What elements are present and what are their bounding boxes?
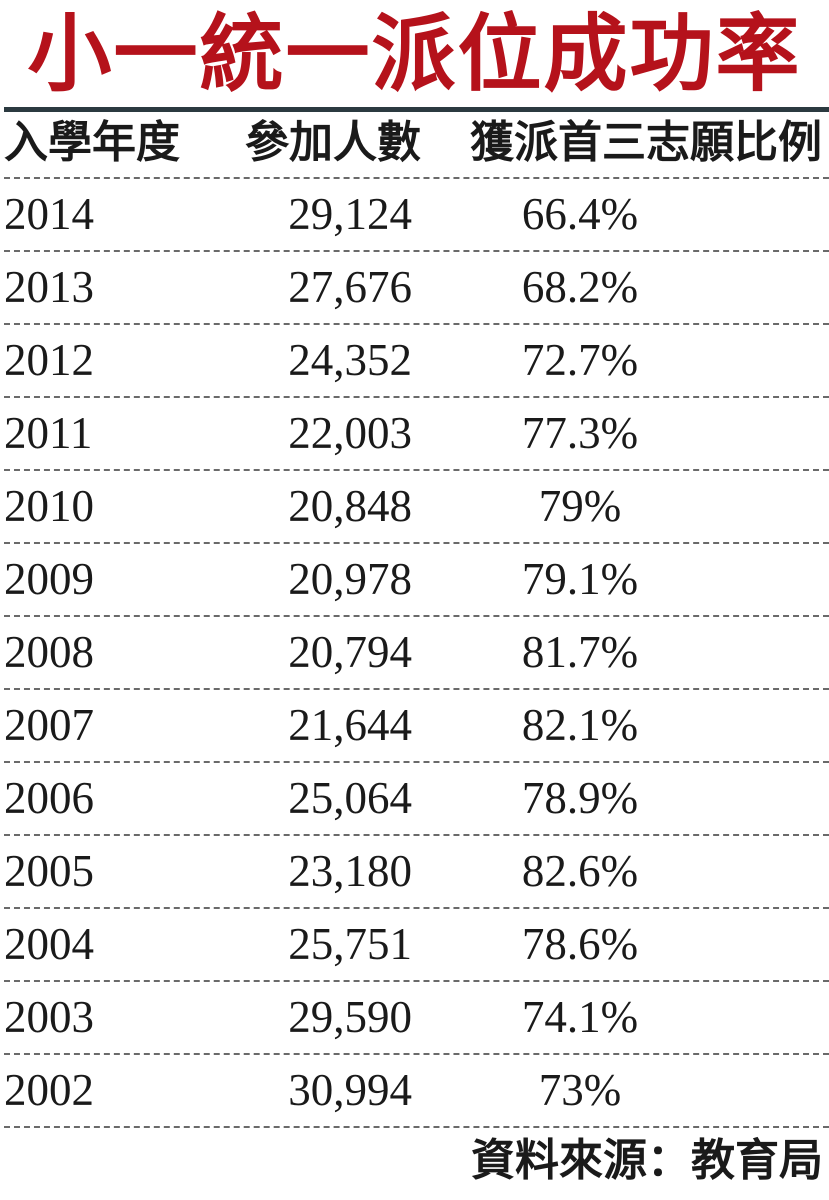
header-ratio: 獲派首三志願比例 [470,117,822,168]
cell-ratio: 82.1% [521,700,639,750]
cell-ratio: 74.1% [521,992,639,1042]
cell-count: 25,064 [288,773,412,823]
cell-year: 2005 [4,846,94,896]
row-divider [4,834,829,836]
row-divider [4,761,829,763]
row-divider [4,615,829,617]
cell-ratio: 78.6% [521,919,639,969]
cell-count: 23,180 [288,846,412,896]
cell-year: 2014 [4,189,94,239]
cell-ratio: 81.7% [521,627,639,677]
row-divider [4,323,829,325]
header-count: 參加人數 [245,117,421,168]
table-row: 2004 25,751 78.6% [0,908,829,981]
table-row: 2007 21,644 82.1% [0,689,829,762]
cell-count: 30,994 [288,1065,412,1115]
cell-count: 29,124 [288,189,412,239]
cell-count: 25,751 [288,919,412,969]
cell-count: 20,794 [288,627,412,677]
row-divider [4,980,829,982]
source-note: 資料來源：教育局 [471,1135,823,1186]
cell-count: 21,644 [288,700,412,750]
cell-year: 2008 [4,627,94,677]
table-row: 2012 24,352 72.7% [0,324,829,397]
table-row: 2002 30,994 73% [0,1054,829,1127]
cell-ratio: 72.7% [521,335,639,385]
table-row: 2006 25,064 78.9% [0,762,829,835]
cell-year: 2002 [4,1065,94,1115]
cell-ratio: 68.2% [521,262,639,312]
cell-year: 2009 [4,554,94,604]
row-divider [4,1126,829,1128]
cell-count: 27,676 [288,262,412,312]
cell-count: 24,352 [288,335,412,385]
header-divider [4,177,829,179]
cell-count: 29,590 [288,992,412,1042]
table-row: 2005 23,180 82.6% [0,835,829,908]
row-divider [4,396,829,398]
cell-year: 2011 [4,408,93,458]
table-row: 2013 27,676 68.2% [0,251,829,324]
table-row: 2010 20,848 79% [0,470,829,543]
cell-year: 2007 [4,700,94,750]
cell-year: 2012 [4,335,94,385]
cell-ratio: 79.1% [521,554,639,604]
header-year: 入學年度 [4,117,180,168]
cell-ratio: 78.9% [521,773,639,823]
cell-ratio: 79% [538,481,622,531]
cell-count: 20,848 [288,481,412,531]
cell-year: 2010 [4,481,94,531]
table-row: 2003 29,590 74.1% [0,981,829,1054]
header-top-rule [4,107,829,112]
table-header: 入學年度 參加人數 獲派首三志願比例 [0,112,829,174]
cell-count: 20,978 [288,554,412,604]
row-divider [4,542,829,544]
row-divider [4,1053,829,1055]
table-row: 2008 20,794 81.7% [0,616,829,689]
row-divider [4,469,829,471]
cell-ratio: 73% [538,1065,622,1115]
page-title: 小一統一派位成功率 [27,5,802,103]
cell-ratio: 66.4% [521,189,639,239]
row-divider [4,688,829,690]
cell-year: 2006 [4,773,94,823]
table-row: 2011 22,003 77.3% [0,397,829,470]
row-divider [4,250,829,252]
cell-ratio: 77.3% [521,408,639,458]
cell-count: 22,003 [288,408,412,458]
table-row: 2009 20,978 79.1% [0,543,829,616]
cell-year: 2004 [4,919,94,969]
cell-ratio: 82.6% [521,846,639,896]
row-divider [4,907,829,909]
cell-year: 2003 [4,992,94,1042]
table-row: 2014 29,124 66.4% [0,178,829,251]
cell-year: 2013 [4,262,94,312]
